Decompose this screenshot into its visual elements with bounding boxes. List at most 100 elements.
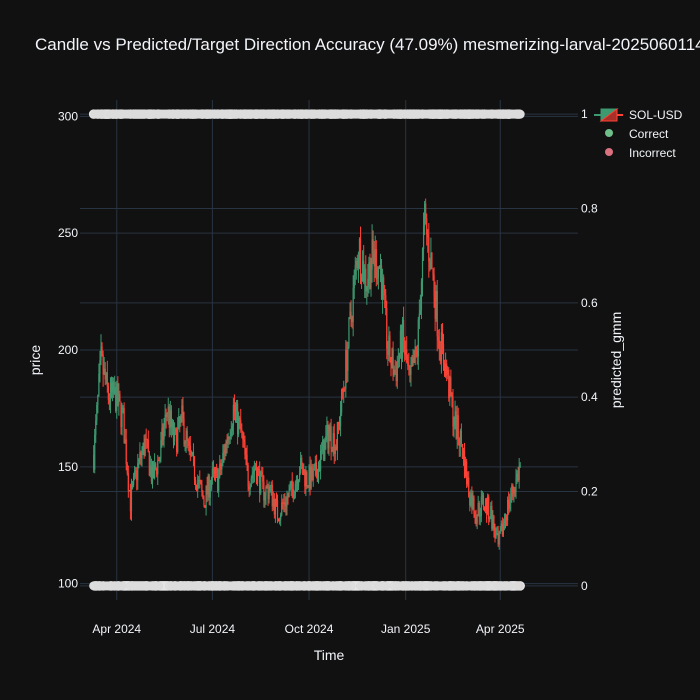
candle-body xyxy=(295,479,298,484)
candle-body xyxy=(391,349,393,366)
candle-body xyxy=(357,257,360,269)
candle-body xyxy=(95,420,97,435)
candle-body xyxy=(331,449,333,452)
candle-body xyxy=(246,454,248,466)
x-axis-label: Time xyxy=(314,647,345,663)
candle-body xyxy=(489,518,491,520)
x-tick-label: Jul 2024 xyxy=(190,622,236,636)
candle-body xyxy=(409,367,411,375)
candle-body xyxy=(484,499,487,509)
candle-body xyxy=(240,419,242,430)
candle-body xyxy=(128,490,130,492)
marker-outline xyxy=(117,581,127,591)
candle-body xyxy=(196,484,198,491)
candle-body xyxy=(152,465,155,478)
candle-body xyxy=(225,441,227,454)
candle-body xyxy=(347,346,349,371)
marker-series xyxy=(88,109,525,591)
candle-body xyxy=(304,470,306,487)
candle-body xyxy=(130,487,133,512)
candle-body xyxy=(311,466,313,480)
candle-body xyxy=(144,438,146,456)
candle-body xyxy=(411,365,413,367)
candle-body xyxy=(129,490,132,512)
legend-item-sol-usd[interactable]: SOL-USD xyxy=(594,108,683,122)
candle-body xyxy=(388,335,390,355)
candle-body xyxy=(469,496,471,506)
candle-body xyxy=(355,260,357,266)
candle-body xyxy=(515,477,517,493)
candle-body xyxy=(438,340,440,350)
candle-body xyxy=(410,365,412,375)
candle-body xyxy=(359,238,362,278)
candle-body xyxy=(161,427,163,441)
y2-tick-label: 1 xyxy=(581,107,588,121)
candle-body xyxy=(287,496,289,498)
candle-body xyxy=(267,487,269,500)
candle-body xyxy=(194,480,197,485)
candle-body xyxy=(363,260,365,283)
legend-item-incorrect[interactable]: Incorrect xyxy=(605,146,676,160)
x-tick-label: Jan 2025 xyxy=(381,622,431,636)
candle-body xyxy=(398,353,400,361)
candle-body xyxy=(445,363,447,377)
candle-body xyxy=(474,514,476,518)
candle-body xyxy=(504,516,507,521)
y2-tick-label: 0.4 xyxy=(581,390,598,404)
candle-body xyxy=(303,470,305,475)
candle-body xyxy=(167,406,169,414)
candle-body xyxy=(273,499,275,515)
candle-body xyxy=(313,468,315,471)
candle-body xyxy=(275,498,278,501)
candle-body xyxy=(201,483,203,492)
marker-outline xyxy=(366,581,376,591)
candle-body xyxy=(446,363,448,375)
candle-body xyxy=(170,410,173,428)
candle-body xyxy=(362,260,364,282)
legend-item-correct[interactable]: Correct xyxy=(605,127,669,141)
chart-title: Candle vs Predicted/Target Direction Acc… xyxy=(35,35,700,54)
candle-body xyxy=(480,496,482,516)
candle-body xyxy=(269,485,271,492)
candle-body xyxy=(116,383,118,411)
candle-body xyxy=(497,533,499,545)
candle-body xyxy=(245,454,247,456)
candle-body xyxy=(286,496,288,507)
candle-body xyxy=(399,330,402,354)
candle-body xyxy=(455,411,457,439)
candle-body xyxy=(478,502,480,517)
candle-body xyxy=(432,268,434,275)
candle-body xyxy=(483,507,486,509)
candle-body xyxy=(109,383,112,403)
candle-body xyxy=(100,346,102,361)
candle-body xyxy=(373,252,375,267)
candle-body xyxy=(163,426,165,440)
candle-body xyxy=(369,262,371,289)
candle-body xyxy=(379,265,382,269)
candle-body xyxy=(277,519,280,522)
candle-body xyxy=(344,388,346,390)
candle-body xyxy=(222,452,224,463)
candle-body xyxy=(178,416,180,428)
marker-outline xyxy=(514,581,524,591)
candle-body xyxy=(456,415,458,439)
marker-outline xyxy=(479,581,489,591)
candle-body xyxy=(401,319,404,359)
candle-body xyxy=(132,476,135,485)
candle-body xyxy=(354,265,356,275)
candle-body xyxy=(413,357,415,363)
candle-body xyxy=(147,440,149,453)
candle-body xyxy=(325,436,327,440)
legend[interactable]: SOL-USD Correct Incorrect xyxy=(594,108,683,160)
legend-label: SOL-USD xyxy=(629,108,683,122)
candle-body xyxy=(185,430,187,443)
candle-body xyxy=(192,452,195,457)
candle-body xyxy=(145,438,147,440)
candle-body xyxy=(333,433,335,455)
candle-body xyxy=(461,444,464,459)
candle-body xyxy=(302,464,304,475)
candle-body xyxy=(198,479,200,483)
candle-body xyxy=(151,465,154,482)
candle-body xyxy=(426,218,428,235)
candle-body xyxy=(454,411,456,426)
